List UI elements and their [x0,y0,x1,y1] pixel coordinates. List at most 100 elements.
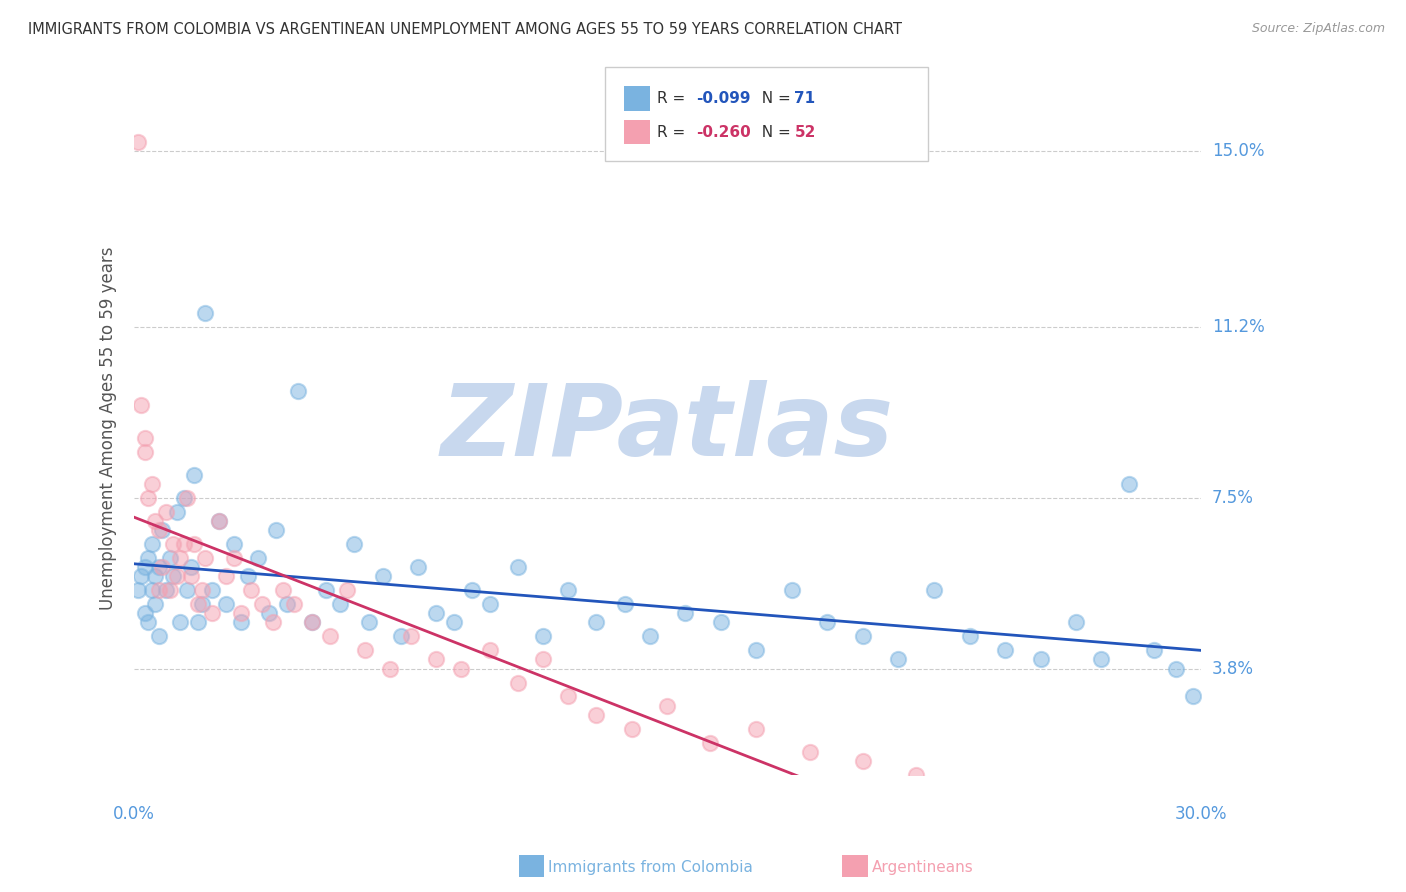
Point [222,550,245,565]
Point [250,597,273,611]
Point [425,652,447,666]
Point [148,629,170,643]
Point [134,431,156,445]
Point [180,560,202,574]
Point [343,537,366,551]
Point [152,560,174,574]
Point [169,550,191,565]
Point [173,491,195,505]
Point [162,537,184,551]
Point [329,597,352,611]
Point [745,643,768,657]
Point [745,722,768,736]
Point [187,597,209,611]
Text: Source: ZipAtlas.com: Source: ZipAtlas.com [1251,22,1385,36]
Point [557,690,579,704]
Point [1164,662,1187,676]
Text: N =: N = [752,91,796,106]
Point [1182,690,1205,704]
Point [425,606,447,620]
Point [176,583,198,598]
Text: 0.0%: 0.0% [112,805,155,823]
Point [148,523,170,537]
Point [443,615,465,630]
Point [657,698,679,713]
Point [301,615,323,630]
Point [401,629,423,643]
Point [155,505,177,519]
Point [143,597,166,611]
Point [173,537,195,551]
Point [378,662,401,676]
Point [461,583,484,598]
Point [531,652,554,666]
Point [389,629,412,643]
Point [905,768,928,782]
Point [852,754,875,768]
Point [478,597,501,611]
Point [190,583,212,598]
Text: -0.099: -0.099 [696,91,751,106]
Point [129,569,152,583]
Point [247,550,270,565]
Point [148,560,170,574]
Point [141,583,163,598]
Point [136,550,159,565]
Point [613,597,636,611]
Point [127,583,149,598]
Point [408,560,430,574]
Point [166,569,188,583]
Text: 30.0%: 30.0% [1174,805,1227,823]
Point [169,615,191,630]
Point [134,444,156,458]
Point [620,722,643,736]
Point [264,523,287,537]
Point [134,560,156,574]
Point [852,629,875,643]
Point [143,569,166,583]
Point [215,569,238,583]
Point [134,606,156,620]
Text: 11.2%: 11.2% [1212,318,1264,335]
Text: 15.0%: 15.0% [1212,142,1264,161]
Point [136,615,159,630]
Point [208,514,231,528]
Point [506,675,529,690]
Point [371,569,394,583]
Point [315,583,337,598]
Point [799,745,821,759]
Point [318,629,340,643]
Point [585,615,607,630]
Point [187,615,209,630]
Point [262,615,284,630]
Point [506,560,529,574]
Point [273,583,295,598]
Point [257,606,280,620]
Point [229,615,252,630]
Point [557,583,579,598]
Point [887,652,910,666]
Point [183,467,205,482]
Point [922,583,945,598]
Text: Argentineans: Argentineans [872,860,973,874]
Text: 3.8%: 3.8% [1212,660,1254,678]
Text: 52: 52 [794,125,815,140]
Point [815,615,838,630]
Point [283,597,305,611]
Point [215,597,238,611]
Y-axis label: Unemployment Among Ages 55 to 59 years: Unemployment Among Ages 55 to 59 years [100,247,117,610]
Point [1118,476,1140,491]
Point [301,615,323,630]
Point [143,514,166,528]
Text: -0.260: -0.260 [696,125,751,140]
Point [531,629,554,643]
Point [357,615,380,630]
Point [222,537,245,551]
Point [673,606,696,620]
Text: Immigrants from Colombia: Immigrants from Colombia [548,860,754,874]
Point [710,615,733,630]
Point [240,583,263,598]
Point [354,643,377,657]
Point [287,384,309,399]
Point [450,662,472,676]
